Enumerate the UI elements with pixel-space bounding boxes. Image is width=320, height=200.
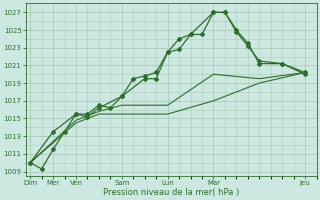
X-axis label: Pression niveau de la mer( hPa ): Pression niveau de la mer( hPa ) xyxy=(103,188,239,197)
